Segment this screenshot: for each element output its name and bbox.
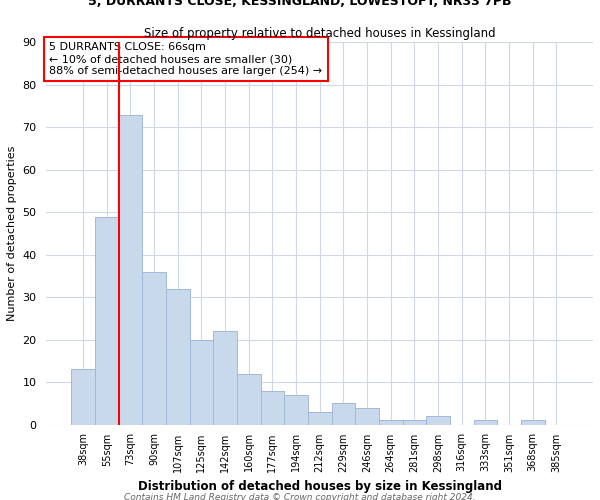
Bar [473,420,497,424]
Bar [379,420,403,424]
Bar [142,272,166,424]
Text: 5, DURRANTS CLOSE, KESSINGLAND, LOWESTOFT, NR33 7PB: 5, DURRANTS CLOSE, KESSINGLAND, LOWESTOF… [88,0,512,8]
Text: 5 DURRANTS CLOSE: 66sqm
← 10% of detached houses are smaller (30)
88% of semi-de: 5 DURRANTS CLOSE: 66sqm ← 10% of detache… [49,42,322,76]
Bar [260,390,284,424]
Y-axis label: Number of detached properties: Number of detached properties [7,146,17,322]
Bar [284,395,308,424]
Bar [332,404,355,424]
Bar [426,416,450,424]
Bar [237,374,260,424]
Bar [355,408,379,424]
Bar [119,114,142,424]
Bar [95,216,119,424]
Bar [166,289,190,424]
Bar [190,340,213,424]
Title: Size of property relative to detached houses in Kessingland: Size of property relative to detached ho… [144,27,496,40]
X-axis label: Distribution of detached houses by size in Kessingland: Distribution of detached houses by size … [138,480,502,493]
Bar [308,412,332,424]
Text: Contains HM Land Registry data © Crown copyright and database right 2024.
Contai: Contains HM Land Registry data © Crown c… [104,492,496,500]
Bar [71,370,95,424]
Bar [403,420,426,424]
Bar [213,332,237,424]
Bar [521,420,545,424]
